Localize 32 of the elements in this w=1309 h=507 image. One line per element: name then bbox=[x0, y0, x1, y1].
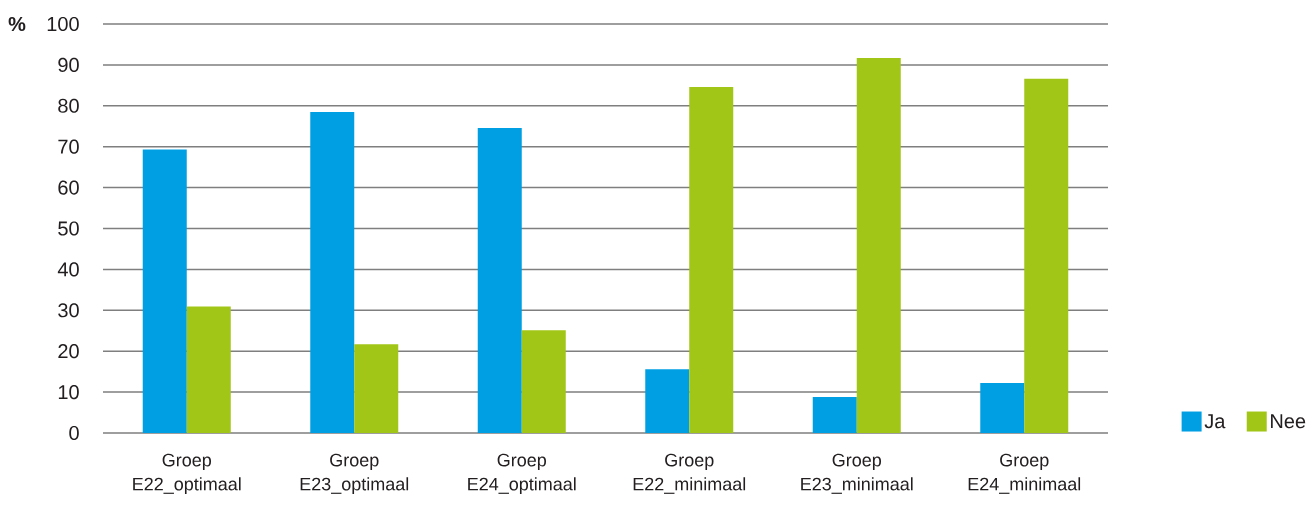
bar bbox=[186, 306, 231, 433]
y-tick-label: 40 bbox=[57, 262, 79, 277]
bar bbox=[477, 127, 522, 433]
y-tick-label: 60 bbox=[58, 180, 79, 195]
bar bbox=[645, 369, 690, 433]
y-tick-label: 80 bbox=[58, 98, 79, 113]
x-tick-label: Groep E22_optimaal bbox=[133, 453, 241, 495]
y-tick-label: 50 bbox=[58, 221, 79, 236]
y-tick-label: 20 bbox=[58, 344, 79, 359]
legend-label: Nee bbox=[1271, 414, 1306, 429]
x-tick-label: Groep E24_optimaal bbox=[468, 453, 576, 495]
y-tick-label: 90 bbox=[58, 57, 79, 72]
x-tick-label: Groep E23_minimaal bbox=[801, 453, 913, 494]
y-tick-label: 0 bbox=[69, 425, 79, 441]
bar bbox=[980, 383, 1025, 433]
x-tick-label: Groep E22_minimaal bbox=[633, 453, 746, 494]
bar bbox=[1024, 78, 1069, 433]
x-tick-label: Groep E24_minimaal bbox=[968, 453, 1081, 494]
bar bbox=[689, 86, 734, 433]
bar bbox=[354, 344, 399, 433]
bar bbox=[856, 57, 901, 433]
y-tick-label: 70 bbox=[58, 139, 79, 154]
bar bbox=[521, 330, 566, 433]
y-tick-label: 100 bbox=[47, 16, 79, 32]
bar bbox=[310, 111, 355, 433]
bar bbox=[812, 397, 857, 433]
y-tick-label: 10 bbox=[58, 385, 79, 400]
y-axis-title: % bbox=[8, 16, 26, 32]
x-tick-label: Groep E23_optimaal bbox=[300, 453, 409, 495]
bar bbox=[142, 149, 187, 433]
legend-label: Ja bbox=[1204, 414, 1226, 429]
y-tick-label: 30 bbox=[58, 303, 79, 318]
